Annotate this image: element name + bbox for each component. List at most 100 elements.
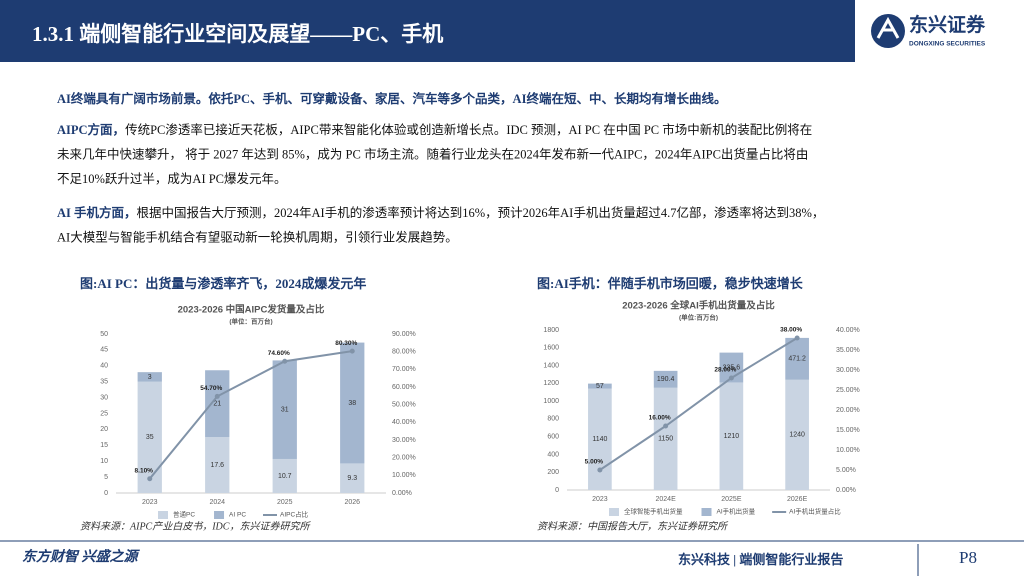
y-tick-label: 200 — [547, 469, 559, 476]
chart-subtitle: (单位:百万台) — [679, 313, 718, 322]
bar-segment — [653, 370, 678, 388]
bar-label: 3 — [148, 374, 152, 381]
bar-label: 31 — [281, 407, 289, 414]
y-tick-label: 50 — [100, 331, 108, 338]
bar-label: 471.2 — [788, 356, 806, 363]
y-tick-label: 1400 — [543, 362, 559, 369]
line-marker — [282, 358, 288, 364]
y-tick-label: 40 — [100, 363, 108, 370]
y2-tick-label: 50.00% — [392, 402, 416, 409]
x-tick-label: 2026 — [344, 499, 360, 506]
bar-label: 1240 — [789, 432, 805, 439]
paragraph-text: 不足10%跃升过半，成为AI PC爆发元年。 — [57, 171, 287, 186]
bar-segment — [137, 372, 162, 382]
paragraph-text: AI大模型与智能手机结合有望驱动新一轮换机周期，引领行业发展趋势。 — [57, 229, 458, 244]
y2-tick-label: 70.00% — [392, 366, 416, 373]
y-tick-label: 35 — [100, 379, 108, 386]
y2-tick-label: 60.00% — [392, 384, 416, 391]
chart-source: 资料来源：中国报告大厅，东兴证券研究所 — [537, 520, 729, 532]
y-tick-label: 1000 — [543, 398, 559, 405]
bar-segment — [137, 381, 162, 493]
chart-source: 资料来源：AIPC产业白皮书，IDC，东兴证券研究所 — [80, 520, 311, 532]
legend-label: AI PC — [229, 512, 246, 519]
line-label: 54.70% — [200, 385, 222, 392]
x-tick-label: 2024E — [656, 496, 677, 503]
x-tick-label: 2025E — [721, 496, 742, 503]
y-tick-label: 0 — [104, 490, 108, 497]
legend-swatch — [609, 508, 619, 516]
line-marker — [597, 467, 603, 473]
line — [599, 337, 798, 471]
y2-tick-label: 5.00% — [836, 467, 856, 474]
paragraph-line: 未来几年中快速攀升， 将于 2027 年达到 85%，成为 PC 市场主流。随着… — [57, 146, 808, 161]
y2-tick-label: 10.00% — [836, 447, 860, 454]
y-tick-label: 1200 — [543, 380, 559, 387]
line-label: 38.00% — [780, 327, 802, 334]
bar-label: 38 — [348, 400, 356, 407]
y2-tick-label: 30.00% — [392, 437, 416, 444]
paragraph-line: AI大模型与智能手机结合有望驱动新一轮换机周期，引领行业发展趋势。 — [57, 229, 458, 244]
chart-title: 2023-2026 中国AIPC发货量及占比 — [178, 304, 325, 316]
header-band — [0, 0, 855, 62]
bar-segment — [785, 337, 809, 380]
paragraph-line: AIPC方面，传统PC渗透率已接近天花板，AIPC带来智能化体验或创造新增长点。… — [57, 122, 812, 137]
bar-label: 9.3 — [347, 475, 357, 482]
y2-tick-label: 30.00% — [836, 367, 860, 374]
line-marker — [728, 375, 734, 381]
x-tick-label: 2025 — [277, 499, 293, 506]
header-title: 1.3.1 端侧智能行业空间及展望——PC、手机 — [32, 22, 443, 46]
y2-tick-label: 80.00% — [392, 349, 416, 356]
x-tick-label: 2024 — [209, 499, 225, 506]
bar-segment — [205, 437, 230, 493]
chart-title: 2023-2026 全球AI手机出货量及占比 — [622, 300, 775, 312]
y2-tick-label: 0.00% — [836, 487, 856, 494]
line-label: 28.00% — [714, 367, 736, 374]
x-tick-label: 2023 — [592, 496, 608, 503]
legend-label: 全球智能手机出货量 — [624, 507, 683, 516]
bar-segment — [272, 458, 297, 493]
y-tick-label: 1800 — [543, 327, 559, 334]
y-tick-label: 20 — [100, 426, 108, 433]
x-tick-label: 2023 — [142, 499, 158, 506]
bar-segment — [719, 382, 744, 490]
paragraph-lead: AI 手机方面， — [57, 205, 137, 220]
y-tick-label: 600 — [547, 434, 559, 441]
legend-label: AIPC占比 — [280, 510, 309, 519]
line-marker — [349, 348, 355, 354]
y2-tick-label: 35.00% — [836, 347, 860, 354]
bar-segment — [340, 342, 365, 464]
footer-slogan: 东方财智 兴盛之源 — [22, 548, 140, 565]
bar-segment — [588, 388, 612, 490]
line-marker — [663, 423, 669, 429]
legend-swatch — [701, 508, 712, 516]
y2-tick-label: 0.00% — [392, 490, 412, 497]
y-tick-label: 45 — [100, 347, 108, 354]
bar-label: 57 — [596, 383, 604, 390]
bar-label: 1210 — [724, 433, 740, 440]
paragraph-lead: AIPC方面， — [57, 122, 125, 137]
legend-swatch — [214, 511, 225, 519]
paragraph-line: 不足10%跃升过半，成为AI PC爆发元年。 — [57, 171, 287, 186]
bar-label: 17.6 — [210, 462, 224, 469]
y-tick-label: 25 — [100, 410, 108, 417]
paragraph-line: AI终端具有广阔市场前景。依托PC、手机、可穿戴设备、家居、汽车等多个品类，AI… — [57, 91, 726, 106]
line — [148, 350, 353, 480]
chart-caption: 图:AI手机：伴随手机市场回暖，稳步快速增长 — [537, 276, 804, 291]
logo-text: 东兴证券 — [909, 13, 986, 36]
footer-report: 东兴科技 | 端侧智能行业报告 — [678, 552, 843, 567]
paragraph-lead: AI终端具有广阔市场前景。依托PC、手机、可穿戴设备、家居、汽车等多个品类，AI… — [57, 91, 726, 106]
y2-tick-label: 20.00% — [836, 407, 860, 414]
line-label: 74.60% — [268, 350, 290, 357]
y2-tick-label: 90.00% — [392, 331, 416, 338]
bar-label: 1140 — [592, 436, 607, 443]
paragraph-line: AI 手机方面，根据中国报告大厅预测，2024年AI手机的渗透率预计将达到16%… — [57, 205, 824, 220]
y-tick-label: 30 — [100, 394, 108, 401]
legend-label: 普通PC — [173, 510, 195, 519]
y2-tick-label: 40.00% — [392, 419, 416, 426]
y-tick-label: 400 — [547, 451, 559, 458]
line-label: 80.30% — [335, 340, 357, 347]
line-marker — [794, 335, 800, 341]
chart-subtitle: (单位：百万台) — [229, 317, 272, 326]
y-tick-label: 800 — [547, 416, 559, 423]
